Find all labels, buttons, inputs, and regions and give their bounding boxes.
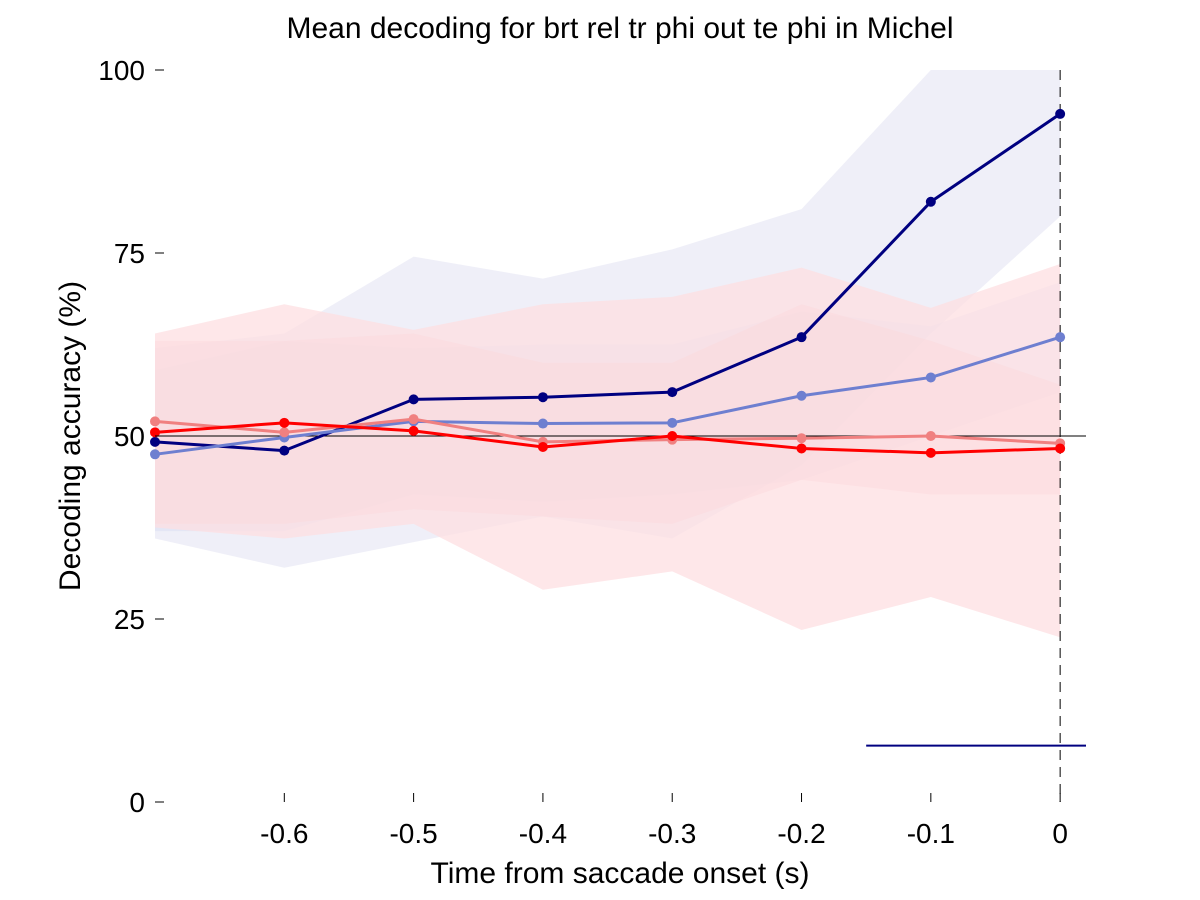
x-tick-label: -0.4 [519, 818, 567, 849]
data-point [925, 447, 936, 458]
data-point [537, 441, 548, 452]
data-point [279, 427, 290, 438]
y-tick-label: 25 [114, 604, 145, 635]
data-point [537, 392, 548, 403]
x-tick-label: -0.5 [389, 818, 437, 849]
x-tick-label: -0.6 [260, 818, 308, 849]
chart-title: Mean decoding for brt rel tr phi out te … [286, 12, 953, 45]
data-point [796, 433, 807, 444]
data-point [667, 431, 678, 441]
data-point [150, 416, 160, 427]
y-tick-label: 100 [98, 55, 145, 86]
series-line [154, 112, 1061, 453]
data-point [796, 443, 807, 454]
data-point [537, 418, 548, 429]
y-axis-label: Decoding accuracy (%) [54, 281, 87, 591]
data-point [150, 427, 160, 438]
data-point [796, 332, 807, 343]
data-point [150, 449, 160, 460]
confidence-band-4 [155, 263, 1061, 638]
data-point [667, 387, 678, 398]
y-tick-label: 0 [129, 787, 145, 818]
x-tick-label: -0.1 [907, 818, 955, 849]
x-axis-label: Time from saccade onset (s) [431, 857, 810, 890]
data-point [925, 431, 936, 441]
series-line [154, 335, 1061, 456]
data-point [1055, 332, 1066, 343]
data-point [796, 390, 807, 401]
data-point [1055, 108, 1066, 119]
data-point [279, 445, 290, 456]
data-point [408, 425, 419, 436]
data-point [279, 417, 290, 428]
data-point [150, 436, 160, 447]
x-tick-label: -0.3 [648, 818, 696, 849]
data-point [925, 372, 936, 383]
axes: 0 25 50 75 100 -0.6 -0.5 -0.4 -0.3 -0.2 -0.1 0 [98, 55, 1068, 849]
data-point [667, 417, 678, 428]
data-point [408, 394, 419, 405]
data-point [1055, 443, 1066, 454]
x-tick-label: 0 [1052, 818, 1068, 849]
series-1 [150, 108, 1066, 456]
data-point [408, 414, 419, 425]
x-tick-label: -0.2 [777, 818, 825, 849]
series-4 [150, 417, 1066, 458]
series-lines [150, 108, 1066, 460]
series-line [154, 421, 1061, 455]
data-point [925, 196, 936, 207]
y-tick-label: 75 [114, 238, 145, 269]
confidence-bands [155, 70, 1061, 638]
y-tick-label: 50 [114, 421, 145, 452]
